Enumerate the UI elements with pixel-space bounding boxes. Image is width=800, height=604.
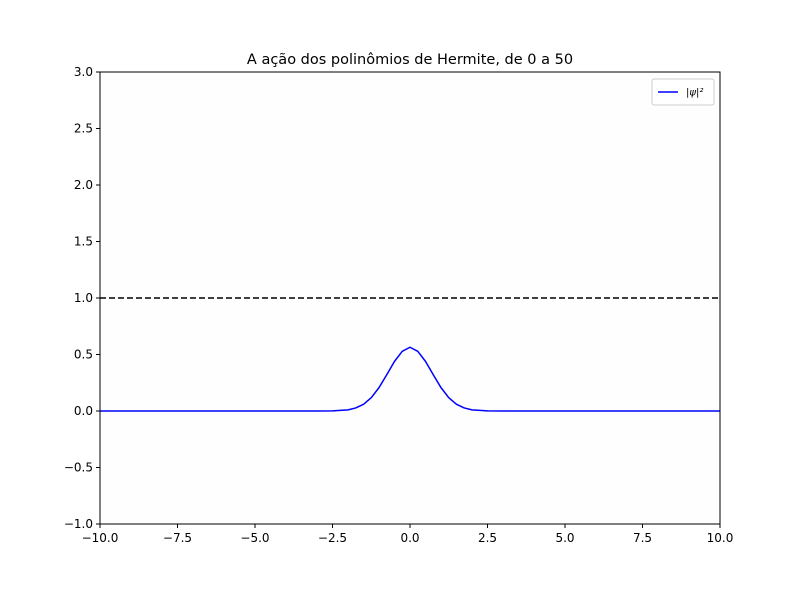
series-line-0: [100, 346, 720, 412]
y-axis: −1.0 −0.5 0.0 0.5 1.0 1.5 2.0 2.5 3.0: [64, 65, 100, 531]
x-tick-label: −10.0: [82, 531, 119, 545]
y-tick-label: 1.5: [74, 235, 93, 249]
x-tick-label: 5.0: [555, 531, 574, 545]
legend-box: [651, 78, 715, 106]
x-tick-label: 7.5: [633, 531, 652, 545]
y-tick-label: 2.5: [74, 122, 93, 136]
y-tick-label: −0.5: [64, 461, 93, 475]
y-tick-label: 0.0: [74, 404, 93, 418]
legend-label: |ψ|²: [686, 88, 703, 99]
series-lines: [100, 346, 720, 412]
x-tick-label: 2.5: [478, 531, 497, 545]
y-tick-label: −1.0: [64, 517, 93, 531]
y-tick-label: 0.5: [74, 348, 93, 362]
x-tick-label: 10.0: [707, 531, 734, 545]
x-tick-label: −5.0: [240, 531, 269, 545]
chart-title: A ação dos polinômios de Hermite, de 0 a…: [247, 52, 573, 68]
x-tick-label: 0.0: [400, 531, 419, 545]
x-tick-label: −7.5: [163, 531, 192, 545]
legend: |ψ|²: [651, 78, 715, 106]
x-tick-label: −2.5: [318, 531, 347, 545]
y-tick-label: 2.0: [74, 178, 93, 192]
y-tick-label: 3.0: [74, 65, 93, 79]
x-axis: −10.0 −7.5 −5.0 −2.5 0.0 2.5 5.0 7.5 10.0: [82, 524, 734, 545]
y-tick-label: 1.0: [74, 291, 93, 305]
